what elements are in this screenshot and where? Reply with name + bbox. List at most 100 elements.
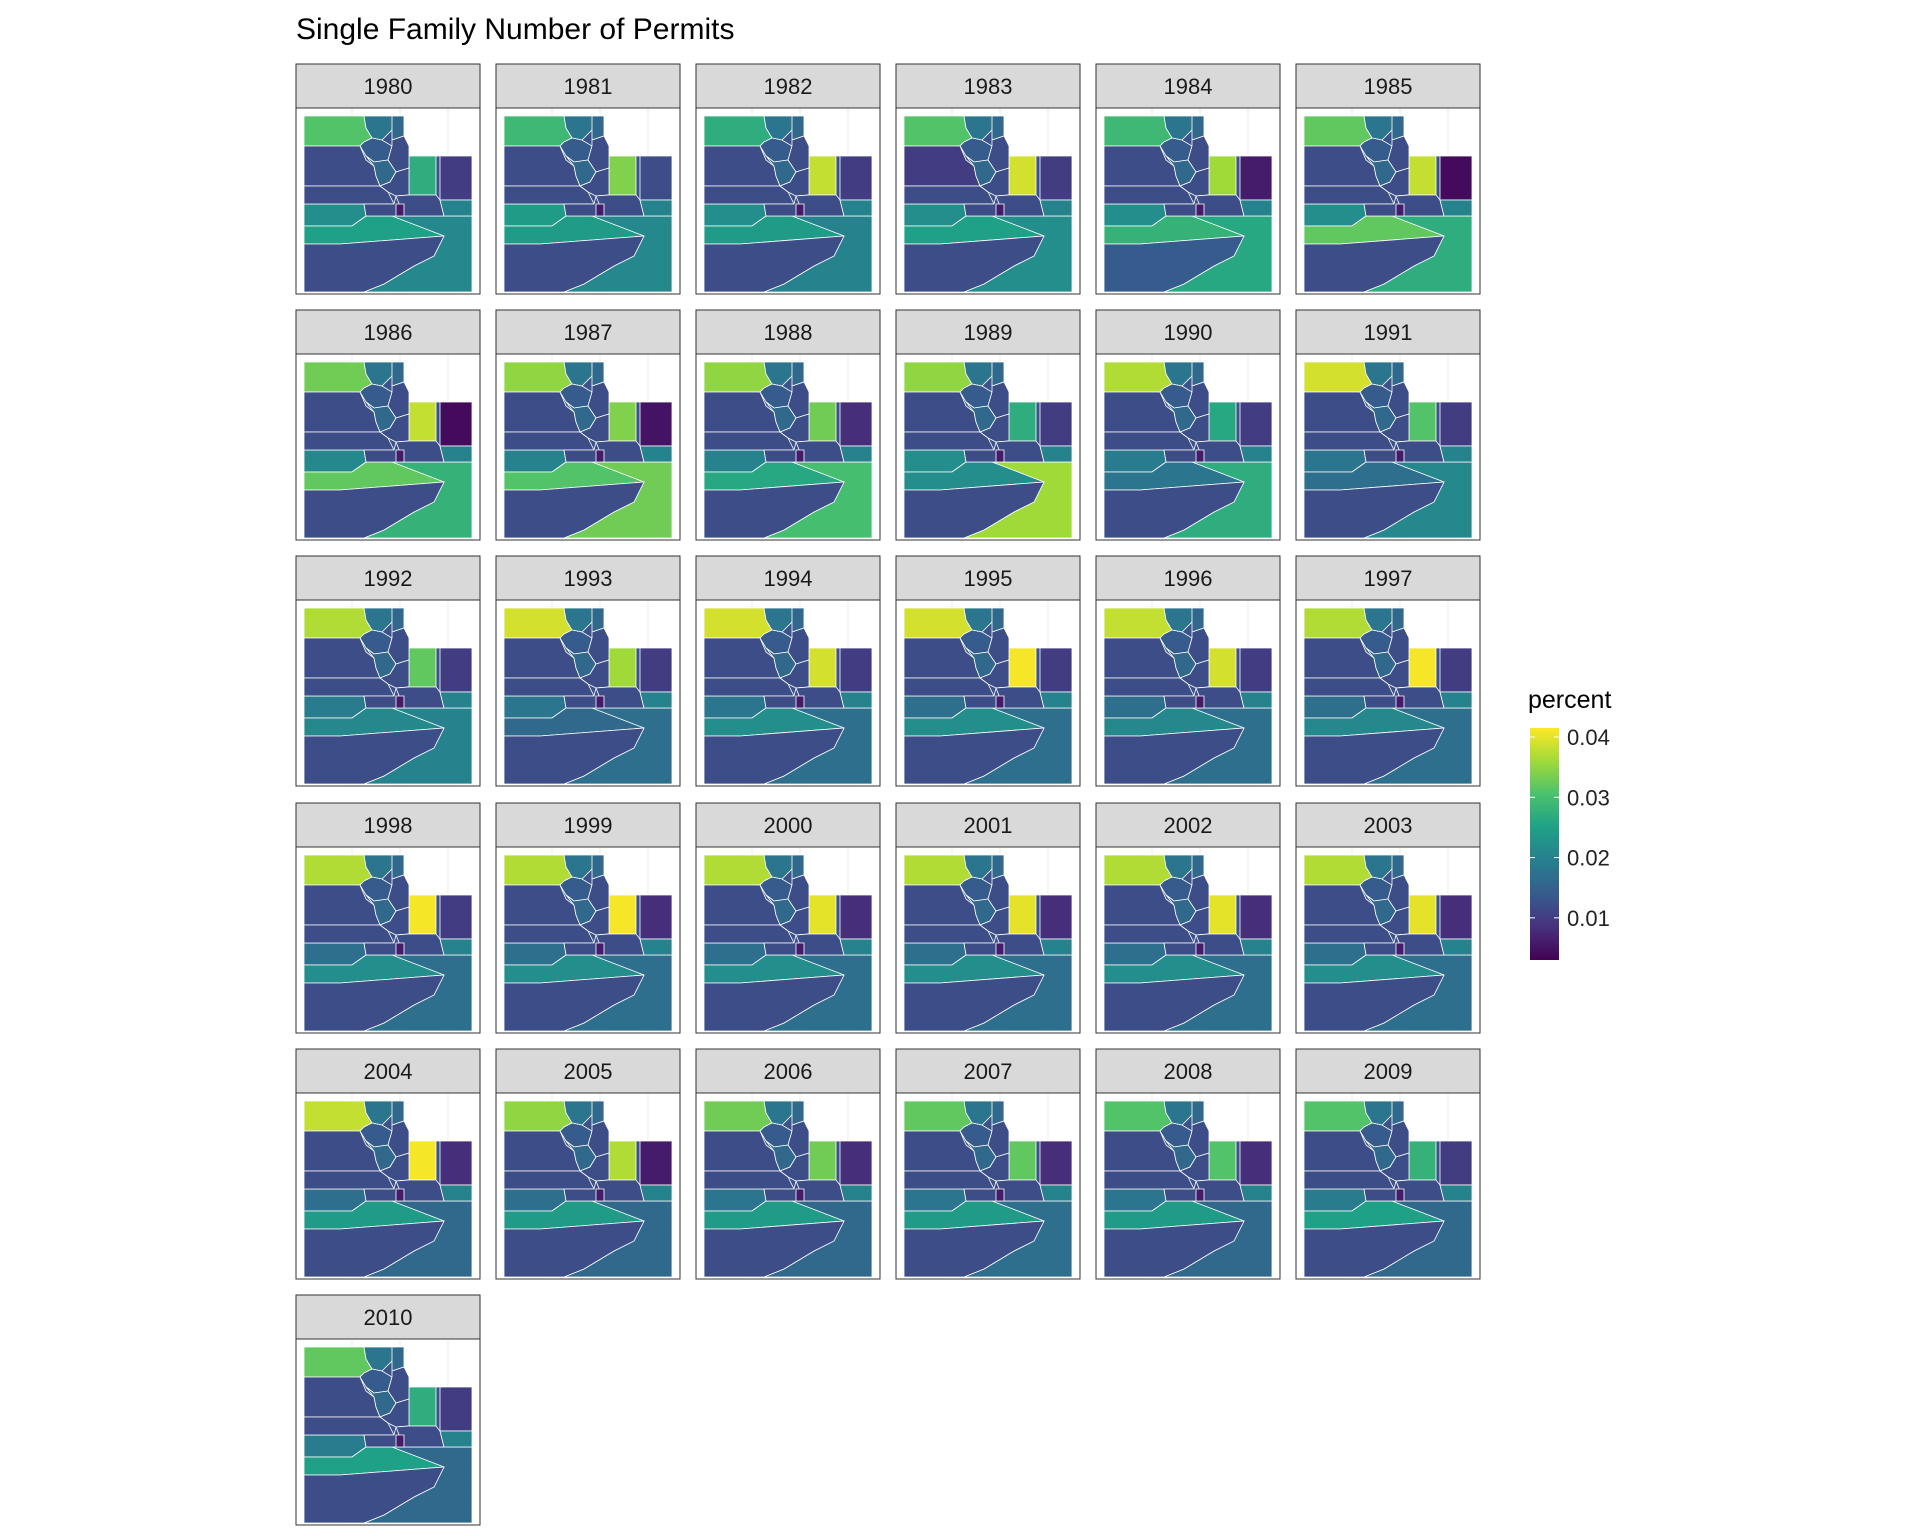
facet-strip-label: 2007 <box>964 1059 1013 1084</box>
county-region <box>1195 942 1205 956</box>
county-region <box>439 155 473 201</box>
county-region <box>303 974 445 1032</box>
county-region <box>303 1466 445 1524</box>
county-region <box>1303 607 1373 639</box>
facet-strip-label: 1994 <box>764 566 813 591</box>
county-region <box>1239 445 1273 463</box>
county-region <box>703 481 845 539</box>
facet-strip <box>295 63 481 109</box>
county-region <box>1039 691 1073 709</box>
county-region <box>303 1170 395 1190</box>
facet-strip-label: 2009 <box>1364 1059 1413 1084</box>
county-region <box>1303 974 1445 1032</box>
facet-strip <box>1295 63 1481 109</box>
county-region <box>1439 445 1473 463</box>
county-region <box>579 906 610 936</box>
county-region <box>1103 235 1245 293</box>
legend-tick-label: 0.04 <box>1567 725 1610 750</box>
county-region <box>303 727 445 785</box>
county-region <box>1439 155 1473 201</box>
county-region <box>903 235 1045 293</box>
county-region <box>639 445 673 463</box>
facet-panel: 2003 <box>1295 802 1481 1034</box>
facet-strip-label: 1993 <box>564 566 613 591</box>
county-region <box>1303 1170 1395 1190</box>
county-region <box>639 1184 673 1202</box>
county-region <box>1408 894 1437 935</box>
county-region <box>1408 155 1437 196</box>
facet-strip <box>495 555 681 601</box>
county-region <box>703 361 773 393</box>
state-map <box>503 115 673 293</box>
county-region <box>1103 677 1195 697</box>
county-region <box>779 413 810 443</box>
county-region <box>808 647 837 688</box>
legend-tick-label: 0.02 <box>1567 846 1610 871</box>
facet-strip-label: 1988 <box>764 320 813 345</box>
county-region <box>1039 199 1073 217</box>
county-region <box>1439 894 1473 940</box>
facet-panel: 1988 <box>695 309 881 541</box>
county-region <box>1103 924 1195 944</box>
facet-strip <box>1095 309 1281 355</box>
county-region <box>1208 155 1237 196</box>
legend-colorbar <box>1530 728 1559 960</box>
county-region <box>995 1188 1005 1202</box>
facet-panel: 1982 <box>695 63 881 295</box>
state-map <box>903 115 1073 293</box>
county-region <box>303 1416 395 1436</box>
state-map <box>1103 1100 1273 1278</box>
county-region <box>1103 1170 1195 1190</box>
county-region <box>839 691 873 709</box>
county-region <box>395 1434 405 1448</box>
county-region <box>1039 1140 1073 1186</box>
facet-strip <box>695 309 881 355</box>
facet-panel: 1999 <box>495 802 681 1034</box>
county-region <box>303 1220 445 1278</box>
county-region <box>1008 401 1037 442</box>
chart-title: Single Family Number of Permits <box>296 13 734 46</box>
facet-strip <box>295 1294 481 1340</box>
facet-strip-label: 2002 <box>1164 813 1213 838</box>
county-region <box>779 906 810 936</box>
county-region <box>1103 727 1245 785</box>
county-region <box>395 1188 405 1202</box>
county-region <box>1395 449 1405 463</box>
legend-title: percent <box>1528 686 1611 714</box>
county-region <box>303 481 445 539</box>
county-region <box>1439 691 1473 709</box>
county-region <box>439 1184 473 1202</box>
county-region <box>903 115 973 147</box>
facet-strip-label: 2003 <box>1364 813 1413 838</box>
state-map <box>503 607 673 785</box>
facet-strip-label: 1983 <box>964 74 1013 99</box>
facet-strip-label: 1990 <box>1164 320 1213 345</box>
county-region <box>1239 894 1273 940</box>
county-region <box>303 854 373 886</box>
facet-panel: 2001 <box>895 802 1081 1034</box>
facet-panel: 1990 <box>1095 309 1281 541</box>
facet-strip-label: 1987 <box>564 320 613 345</box>
state-map <box>703 361 873 539</box>
county-region <box>1239 155 1273 201</box>
county-region <box>408 1140 437 1181</box>
facet-strip-label: 1989 <box>964 320 1013 345</box>
facet-panel: 1995 <box>895 555 1081 787</box>
state-map <box>1103 361 1273 539</box>
county-region <box>839 938 873 956</box>
facet-strip-label: 2008 <box>1164 1059 1213 1084</box>
county-region <box>1239 938 1273 956</box>
county-region <box>303 924 395 944</box>
county-region <box>1179 413 1210 443</box>
county-region <box>1239 691 1273 709</box>
county-region <box>1239 401 1273 447</box>
county-region <box>379 906 410 936</box>
facet-panel: 1991 <box>1295 309 1481 541</box>
county-region <box>1039 1184 1073 1202</box>
county-region <box>503 607 573 639</box>
facet-strip <box>695 555 881 601</box>
state-map <box>1103 607 1273 785</box>
county-region <box>1303 924 1395 944</box>
facet-strip-label: 1984 <box>1164 74 1213 99</box>
county-region <box>1039 445 1073 463</box>
